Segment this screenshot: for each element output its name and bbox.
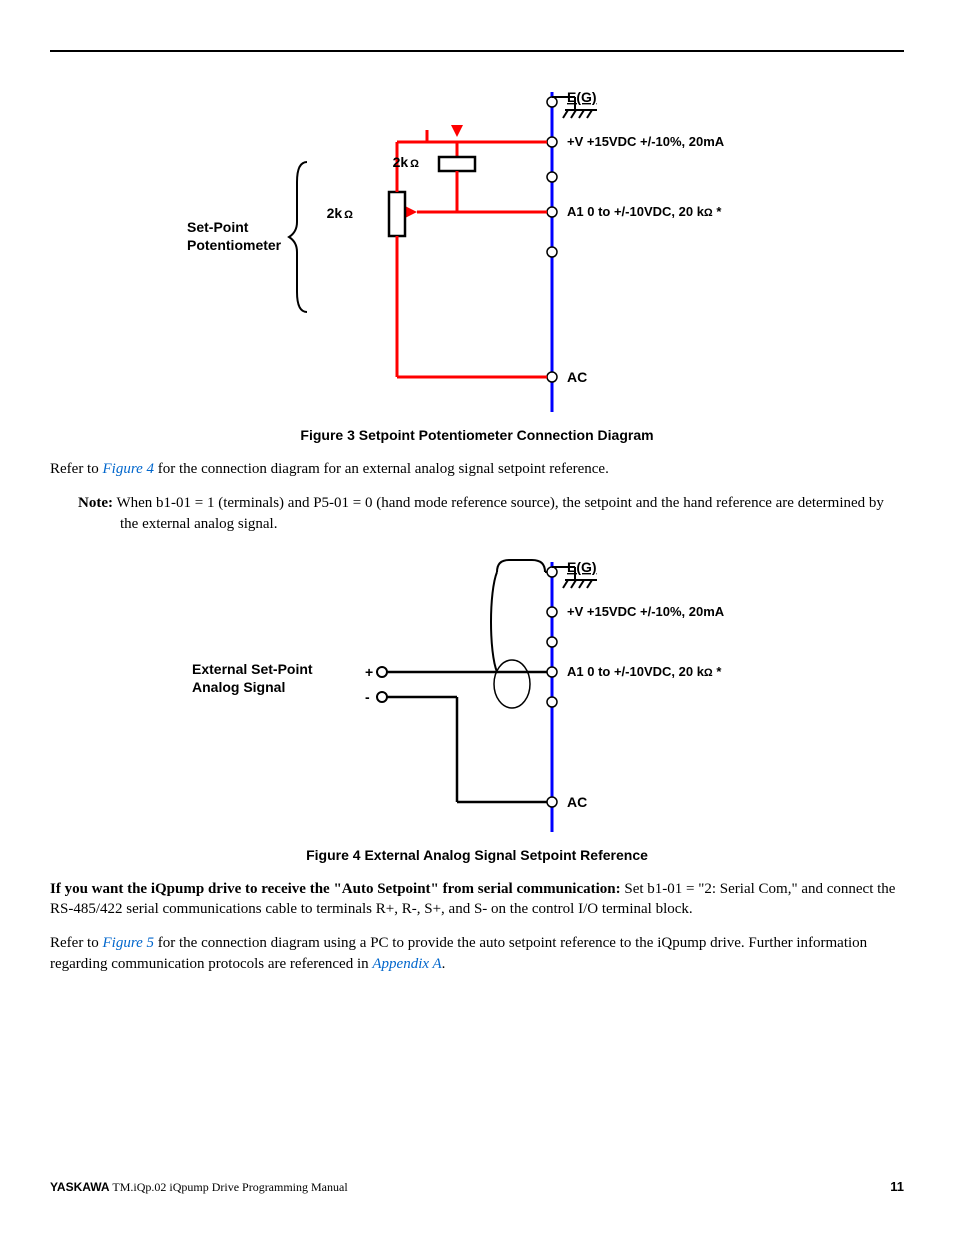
terminal-blank2 xyxy=(547,247,557,257)
label-eg: E(G) xyxy=(567,89,597,105)
figure-4-svg: External Set-Point Analog Signal + - E(G… xyxy=(157,552,797,832)
g2h2 xyxy=(571,580,576,588)
link-figure-4[interactable]: Figure 4 xyxy=(102,461,154,477)
para3-prefix: Refer to xyxy=(50,935,102,951)
g2h1 xyxy=(563,580,568,588)
shield-arc xyxy=(497,560,545,572)
figure-3: Set-Point Potentiometer 2kΩ 2kΩ E(G) +V … xyxy=(50,82,904,443)
shield-hidden2 xyxy=(497,572,503,672)
footer-title: TM.iQp.02 iQpump Drive Programming Manua… xyxy=(110,1180,348,1194)
label-ac-2: AC xyxy=(567,794,587,810)
label-r1: 2kΩ xyxy=(393,154,420,170)
figure-3-svg: Set-Point Potentiometer 2kΩ 2kΩ E(G) +V … xyxy=(157,82,797,412)
resistor-top xyxy=(439,157,475,171)
para-refer-fig4: Refer to Figure 4 for the connection dia… xyxy=(50,459,904,479)
figure-3-caption: Figure 3 Setpoint Potentiometer Connecti… xyxy=(50,427,904,443)
para3-suffix: . xyxy=(442,956,446,972)
g2h3 xyxy=(579,580,584,588)
label-ext1: External Set-Point xyxy=(192,661,313,677)
note-label: Note: xyxy=(78,495,113,511)
label-minus: - xyxy=(365,689,370,705)
shield-left-top xyxy=(491,572,497,672)
label-plus: + xyxy=(365,664,373,680)
gnd-h1 xyxy=(563,110,568,118)
ext-plus-terminal xyxy=(377,667,387,677)
para1-prefix: Refer to xyxy=(50,461,102,477)
para-serial: If you want the iQpump drive to receive … xyxy=(50,879,904,920)
t-eg xyxy=(547,567,557,577)
ext-minus-terminal xyxy=(377,692,387,702)
top-rule xyxy=(50,50,904,52)
label-a1: A1 0 to +/-10VDC, 20 kΩ * xyxy=(567,204,722,219)
para1-suffix: for the connection diagram for an extern… xyxy=(154,461,609,477)
gnd-h3 xyxy=(579,110,584,118)
label-a1-2: A1 0 to +/-10VDC, 20 kΩ * xyxy=(567,664,722,679)
label-ext2: Analog Signal xyxy=(192,679,285,695)
para3-mid: for the connection diagram using a PC to… xyxy=(50,935,867,971)
note-text: When b1-01 = 1 (terminals) and P5-01 = 0… xyxy=(113,495,884,531)
shield-hidden xyxy=(497,572,505,804)
terminal-v xyxy=(547,137,557,147)
footer-page: 11 xyxy=(890,1179,904,1194)
t-v xyxy=(547,607,557,617)
figure-4-caption: Figure 4 External Analog Signal Setpoint… xyxy=(50,847,904,863)
terminal-ac xyxy=(547,372,557,382)
potentiometer-body xyxy=(389,192,405,236)
para2-bold: If you want the iQpump drive to receive … xyxy=(50,881,621,897)
shield-oval xyxy=(494,660,530,708)
page: Set-Point Potentiometer 2kΩ 2kΩ E(G) +V … xyxy=(0,0,954,1235)
figure-4: External Set-Point Analog Signal + - E(G… xyxy=(50,552,904,863)
red-arrow-down xyxy=(451,125,463,137)
brace xyxy=(289,162,307,312)
g2h4 xyxy=(587,580,592,588)
label-potentiometer: Potentiometer xyxy=(187,237,282,253)
label-v-2: +V +15VDC +/-10%, 20mA xyxy=(567,604,725,619)
link-appendix-a[interactable]: Appendix A xyxy=(372,956,441,972)
wiper-arrow xyxy=(405,206,417,218)
terminal-blank1 xyxy=(547,172,557,182)
t-b1 xyxy=(547,637,557,647)
label-eg-2: E(G) xyxy=(567,559,597,575)
footer-left: YASKAWA TM.iQp.02 iQpump Drive Programmi… xyxy=(50,1180,348,1195)
terminal-eg xyxy=(547,97,557,107)
t-ac xyxy=(547,797,557,807)
label-setpoint: Set-Point xyxy=(187,219,249,235)
label-r2: 2kΩ xyxy=(327,205,354,221)
footer-brand: YASKAWA xyxy=(50,1180,110,1194)
t-a1 xyxy=(547,667,557,677)
gnd-h2 xyxy=(571,110,576,118)
note-block: Note: When b1-01 = 1 (terminals) and P5-… xyxy=(50,493,904,534)
link-figure-5[interactable]: Figure 5 xyxy=(102,935,154,951)
para-refer-fig5: Refer to Figure 5 for the connection dia… xyxy=(50,933,904,974)
label-ac: AC xyxy=(567,369,587,385)
footer: YASKAWA TM.iQp.02 iQpump Drive Programmi… xyxy=(50,1179,904,1195)
t-b2 xyxy=(547,697,557,707)
terminal-a1 xyxy=(547,207,557,217)
gnd-h4 xyxy=(587,110,592,118)
label-v: +V +15VDC +/-10%, 20mA xyxy=(567,134,725,149)
